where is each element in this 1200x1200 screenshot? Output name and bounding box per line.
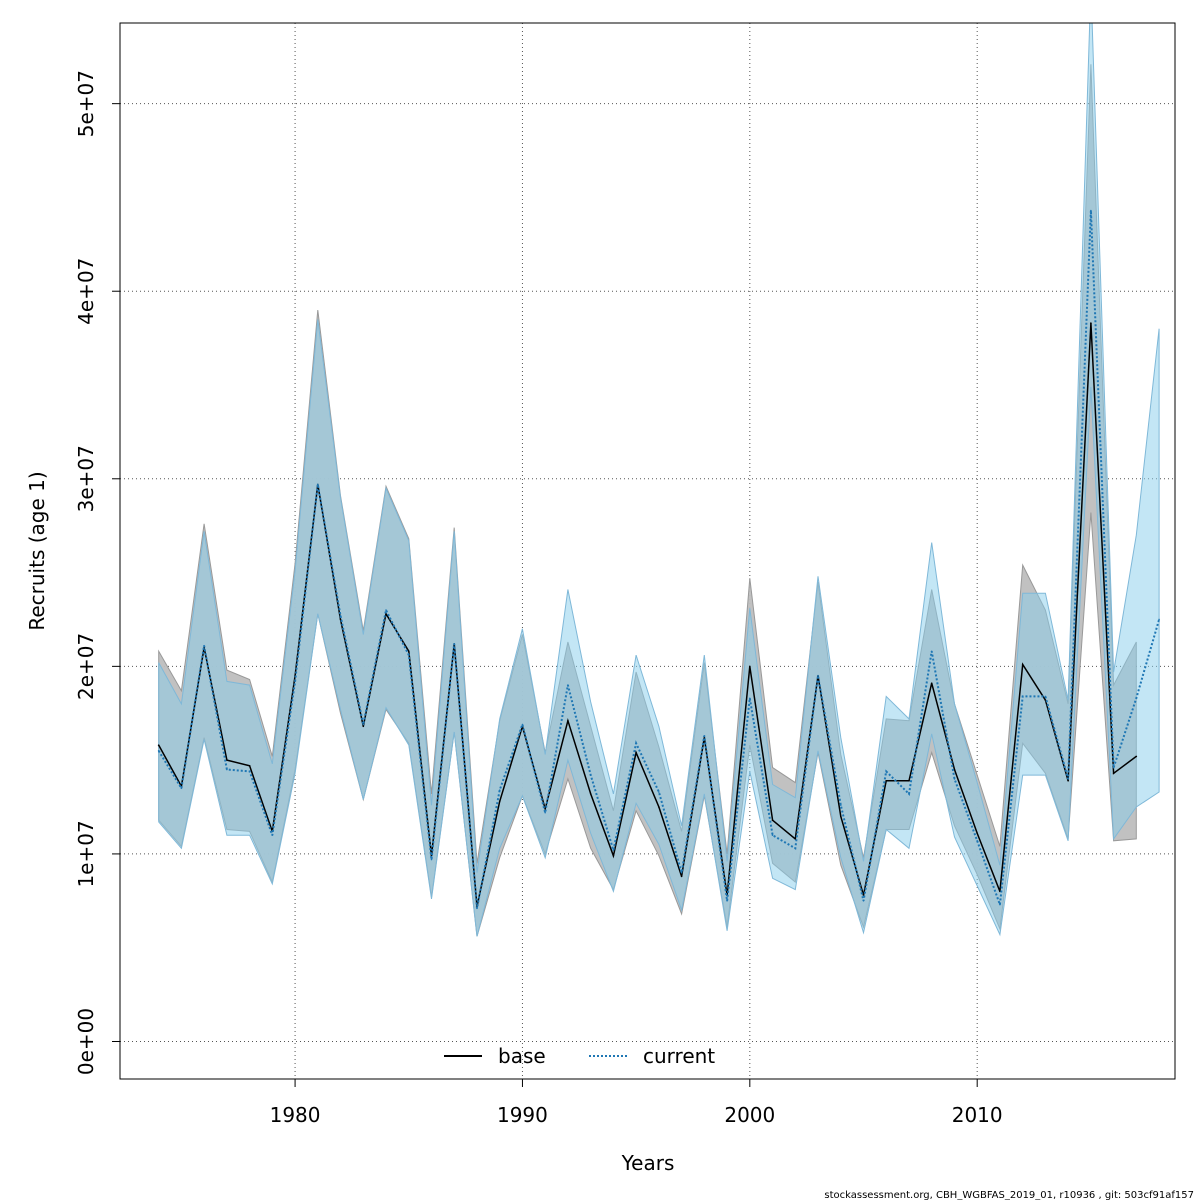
- confidence-bands: [158, 23, 1160, 937]
- data-point-base: [544, 808, 546, 810]
- data-point-current: [976, 839, 978, 842]
- y-tick-label: 2e+07: [74, 633, 98, 700]
- data-point-current: [726, 900, 728, 902]
- data-point-base: [1090, 322, 1092, 324]
- data-point-base: [839, 815, 842, 818]
- data-point-base: [680, 875, 683, 878]
- data-point-current: [157, 749, 160, 752]
- data-point-current: [248, 770, 251, 773]
- data-point-current: [203, 644, 205, 647]
- data-point-current: [930, 650, 933, 653]
- footer-text: stockassessment.org, CBH_WGBFAS_2019_01,…: [824, 1190, 1194, 1200]
- x-tick-label: 2000: [724, 1103, 775, 1127]
- data-point-current: [862, 900, 865, 902]
- data-point-base: [226, 759, 228, 761]
- data-point-base: [362, 725, 365, 728]
- ci-band-current: [158, 23, 1160, 937]
- data-point-current: [385, 609, 387, 611]
- data-point-current: [180, 787, 183, 790]
- data-point-base: [567, 719, 569, 722]
- data-point-base: [248, 764, 251, 767]
- y-axis: 0e+00 1e+07 2e+07 3e+07 4e+07 5e+07: [74, 70, 120, 1075]
- x-tick-label: 1990: [497, 1103, 548, 1127]
- data-point-current: [908, 793, 910, 795]
- data-point-base: [1112, 772, 1115, 775]
- data-point-current: [1044, 695, 1047, 698]
- data-point-current: [339, 614, 342, 617]
- plot-frame: [119, 22, 1176, 1080]
- data-point-base: [612, 854, 615, 857]
- data-point-current: [839, 804, 842, 806]
- data-point-base: [589, 793, 592, 795]
- x-axis-title: Years: [621, 1151, 675, 1175]
- data-point-base: [1021, 663, 1024, 666]
- data-point-current: [999, 903, 1001, 906]
- data-point-base: [658, 806, 660, 808]
- y-tick-label: 3e+07: [74, 445, 98, 512]
- data-point-base: [771, 819, 774, 821]
- data-point-current: [1135, 697, 1138, 700]
- data-point-current: [703, 734, 706, 737]
- data-point-current: [498, 789, 501, 791]
- data-point-current: [453, 643, 456, 645]
- data-point-base: [885, 779, 888, 782]
- data-point-base: [1135, 755, 1138, 758]
- data-point-current: [430, 858, 433, 861]
- data-point-current: [407, 654, 410, 656]
- data-point-base: [976, 832, 978, 835]
- y-axis-title: Recruits (age 1): [25, 471, 49, 630]
- data-point-base: [635, 751, 637, 754]
- y-tick-label: 5e+07: [74, 70, 98, 137]
- data-point-current: [589, 774, 592, 776]
- data-point-current: [521, 723, 524, 726]
- data-point-current: [1112, 766, 1115, 769]
- data-point-base: [498, 800, 501, 803]
- legend: base current: [444, 1044, 715, 1068]
- data-point-current: [1021, 695, 1024, 698]
- data-point-current: [362, 723, 365, 726]
- data-point-current: [1158, 618, 1160, 621]
- data-point-current: [1090, 209, 1092, 212]
- data-point-base: [339, 618, 342, 621]
- data-point-current: [680, 871, 683, 874]
- data-point-base: [953, 768, 956, 771]
- series-lines: [157, 209, 1161, 910]
- data-point-base: [749, 665, 751, 668]
- data-point-current: [317, 483, 319, 486]
- data-point-current: [794, 847, 797, 850]
- data-point-current: [1067, 778, 1069, 780]
- x-tick-label: 1980: [270, 1103, 321, 1127]
- data-point-current: [271, 834, 274, 836]
- y-tick-label: 0e+00: [74, 1008, 98, 1075]
- data-point-current: [226, 768, 228, 771]
- x-axis: 1980 1990 2000 2010: [270, 1079, 1003, 1127]
- y-tick-label: 1e+07: [74, 820, 98, 887]
- data-point-base: [157, 744, 160, 746]
- legend-label-base: base: [498, 1044, 546, 1068]
- data-point-current: [885, 770, 888, 773]
- data-point-current: [749, 697, 751, 700]
- data-point-current: [953, 778, 956, 780]
- data-point-base: [908, 779, 910, 782]
- data-point-current: [658, 791, 660, 793]
- data-point-current: [294, 680, 296, 683]
- data-point-current: [544, 811, 546, 814]
- data-point-current: [817, 674, 819, 677]
- x-tick-label: 2010: [952, 1103, 1003, 1127]
- data-point-base: [1067, 779, 1069, 782]
- data-point-current: [771, 834, 774, 836]
- data-point-current: [476, 907, 478, 910]
- grid: [120, 23, 1175, 1079]
- data-point-current: [612, 849, 615, 851]
- series-line-current: [157, 210, 1161, 909]
- y-tick-label: 4e+07: [74, 258, 98, 325]
- data-point-current: [635, 742, 637, 745]
- data-point-current: [567, 684, 569, 686]
- legend-label-current: current: [643, 1044, 715, 1068]
- data-point-base: [407, 650, 410, 653]
- data-point-base: [930, 682, 933, 685]
